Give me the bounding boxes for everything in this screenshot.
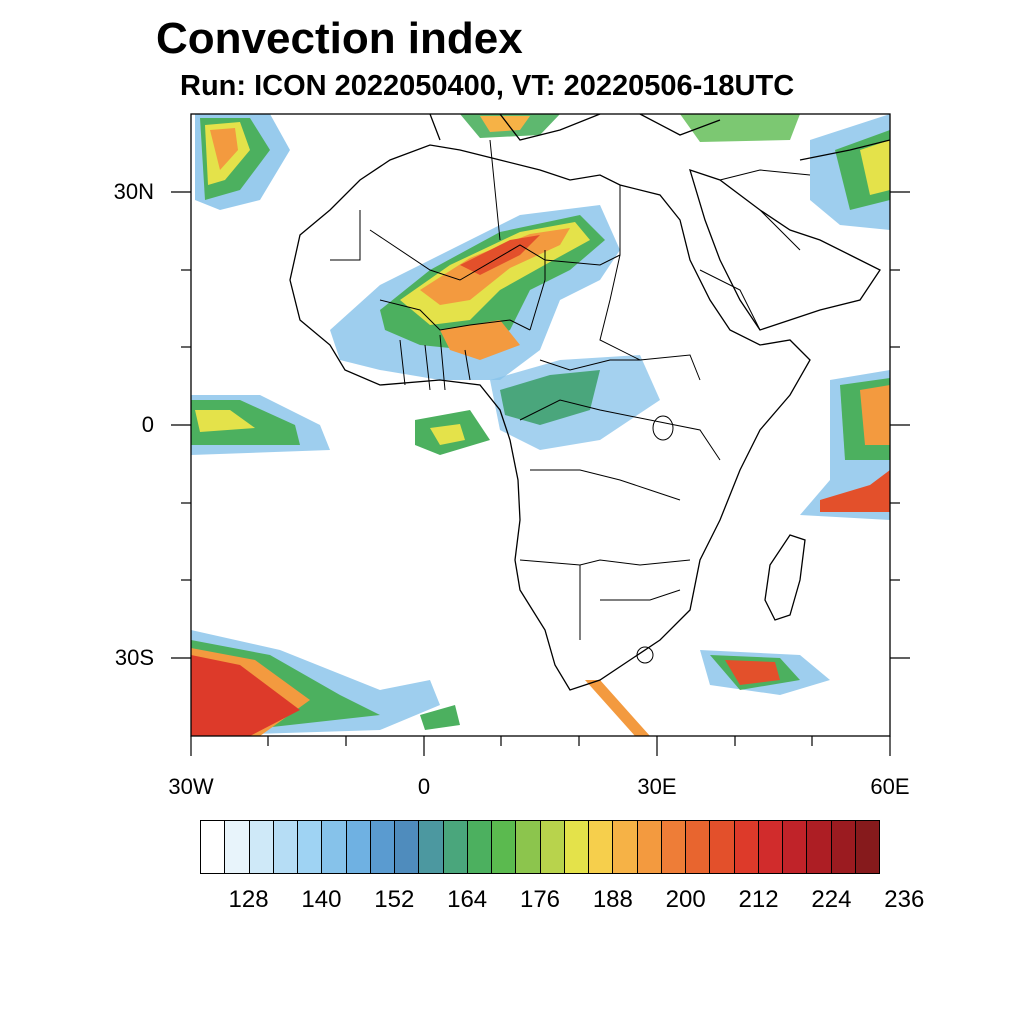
field-nw-orange	[210, 128, 238, 170]
colorbar-box	[225, 821, 250, 873]
colorbar-box	[564, 821, 589, 873]
europe-coast	[429, 114, 721, 141]
colorbar-label: 140	[301, 886, 342, 913]
colorbar	[200, 820, 880, 874]
field-gulf-yellow	[430, 424, 465, 445]
lat-label-30s: 30S	[114, 645, 154, 670]
colorbar-box	[346, 821, 371, 873]
colorbar-box	[467, 821, 492, 873]
colorbar-box	[613, 821, 638, 873]
persia-coast	[799, 139, 890, 161]
field-io-red	[820, 470, 890, 512]
colorbar-label: 224	[811, 886, 852, 913]
field-ne-strip	[680, 114, 800, 142]
colorbar-box	[298, 821, 323, 873]
colorbar-box	[589, 821, 614, 873]
colorbar-box	[734, 821, 759, 873]
lon-label-0: 0	[417, 774, 431, 799]
colorbar-label: 128	[228, 886, 269, 913]
field-ne-yellow	[860, 140, 890, 195]
field-se-red	[725, 660, 780, 685]
field-med-inner	[480, 116, 530, 132]
colorbar-box	[322, 821, 347, 873]
field-moz-strip	[585, 680, 650, 736]
country-borders	[330, 139, 811, 640]
colorbar-label: 152	[374, 886, 415, 913]
convection-field	[191, 114, 890, 736]
colorbar-box	[661, 821, 686, 873]
lat-label-0: 0	[141, 412, 154, 437]
colorbar-box	[201, 821, 226, 873]
field-sa-small	[420, 705, 460, 730]
colorbar-box	[637, 821, 662, 873]
colorbar-box	[249, 821, 274, 873]
colorbar-box	[807, 821, 832, 873]
tick-marks	[171, 191, 910, 756]
colorbar-box	[783, 821, 808, 873]
lakes	[636, 415, 674, 664]
colorbar-box	[395, 821, 420, 873]
colorbar-label: 200	[665, 886, 706, 913]
africa-coastline	[289, 144, 811, 691]
arabia	[689, 168, 881, 331]
colorbar-box	[443, 821, 468, 873]
field-eq-west-yellow	[195, 410, 255, 432]
field-io-orange	[860, 385, 890, 445]
colorbar-box	[710, 821, 735, 873]
field-west-africa-orange	[440, 320, 520, 360]
colorbar-label: 176	[519, 886, 561, 913]
colorbar-box	[492, 821, 517, 873]
colorbar-label: 236	[884, 886, 925, 913]
lon-label-30w: 30W	[168, 774, 214, 799]
colorbar-label: 212	[738, 886, 779, 913]
lon-label-30e: 30E	[637, 774, 677, 799]
colorbar-box	[758, 821, 783, 873]
colorbar-box	[855, 821, 879, 873]
colorbar-box	[686, 821, 711, 873]
colorbar-box	[370, 821, 395, 873]
colorbar-box	[540, 821, 565, 873]
colorbar-label: 188	[592, 886, 633, 913]
coastlines	[289, 114, 890, 691]
colorbar-label: 164	[447, 886, 488, 913]
field-sa-red	[191, 655, 300, 736]
colorbar-box	[273, 821, 298, 873]
lon-label-60e: 60E	[870, 774, 910, 799]
colorbar-box	[516, 821, 541, 873]
madagascar	[764, 534, 806, 621]
field-congo-green	[500, 370, 600, 425]
map-subtitle: Run: ICON 2022050400, VT: 20220506-18UTC	[180, 70, 795, 102]
map-title: Convection index	[156, 14, 523, 63]
colorbar-box	[419, 821, 444, 873]
colorbar-box	[831, 821, 856, 873]
lat-label-30n: 30N	[113, 179, 154, 204]
